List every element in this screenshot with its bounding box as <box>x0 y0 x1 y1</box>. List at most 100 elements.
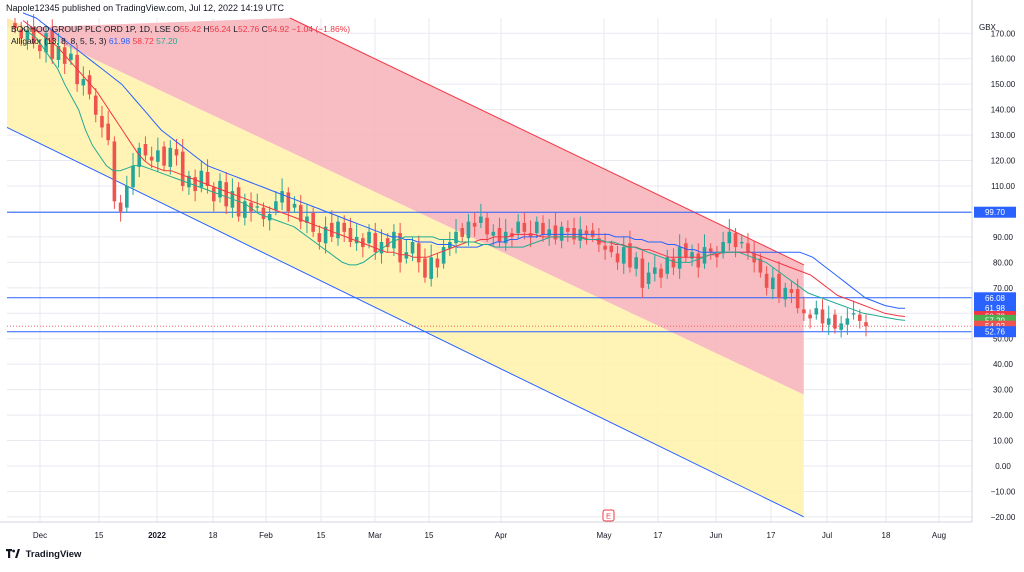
candle-body <box>653 267 657 274</box>
candle-body <box>69 53 73 60</box>
ohlc-h-label: H <box>203 24 210 34</box>
candle-body <box>25 30 30 40</box>
price-label-box <box>974 314 1016 326</box>
brand-text: TradingView <box>25 549 82 560</box>
price-label-box <box>974 302 1016 314</box>
candle-body <box>454 231 458 244</box>
candle-body <box>708 248 713 253</box>
candle-body <box>379 242 384 254</box>
candle-body <box>839 323 843 330</box>
candle-body <box>292 203 297 208</box>
candle-body <box>721 242 725 254</box>
candle-body <box>317 233 322 242</box>
alligator-lips-line <box>22 27 906 321</box>
candle-body <box>19 29 24 39</box>
jaw-value: 61.98 <box>108 36 131 46</box>
candle-body <box>255 206 260 208</box>
candle-body <box>820 309 825 324</box>
y-tick-label: 80.00 <box>993 258 1014 267</box>
x-tick-label: Jul <box>822 531 832 540</box>
symbol-name: BOOHOO GROUP PLC ORD 1P, 1D, LSE <box>11 24 171 34</box>
teeth-value: 58.72 <box>132 36 154 46</box>
tradingview-footer: TradingView <box>6 548 81 560</box>
candle-body <box>777 273 781 298</box>
candle-body <box>56 46 61 60</box>
candle-body <box>615 253 620 263</box>
ohlc-low: 52.76 <box>238 24 260 34</box>
candle-body <box>528 233 533 237</box>
candle-body <box>205 172 210 186</box>
candle-body <box>249 202 253 212</box>
x-tick-label: 15 <box>425 531 434 540</box>
candle-body <box>398 233 402 263</box>
y-tick-label: 30.00 <box>993 386 1014 395</box>
price-label-box <box>974 326 1016 338</box>
candle-body <box>802 309 806 314</box>
candle-body <box>541 222 545 235</box>
candle-body <box>503 231 508 244</box>
candle-body <box>771 277 775 290</box>
candle-body <box>671 258 676 268</box>
candle-body <box>336 221 340 239</box>
indicator-name: Alligator (13, 8, 8, 5, 5, 3) <box>11 36 107 46</box>
candle-body <box>684 243 688 258</box>
candle-body <box>298 205 303 222</box>
candle-body <box>833 314 837 329</box>
candle-body <box>646 272 651 284</box>
candle-body <box>435 258 440 268</box>
candle-body <box>789 289 794 293</box>
price-label-text: 99.70 <box>985 208 1006 217</box>
candle-body <box>354 236 359 244</box>
symbol-legend: BOOHOO GROUP PLC ORD 1P, 1D, LSE O55.42 … <box>11 24 350 34</box>
candle-body <box>472 222 477 227</box>
candle-body <box>727 231 732 244</box>
y-tick-label: −20.00 <box>991 513 1016 522</box>
x-tick-label: Mar <box>368 531 382 540</box>
candle-body <box>758 258 763 273</box>
candle-body <box>125 186 129 208</box>
candle-body <box>112 141 117 202</box>
candle-body <box>547 229 552 236</box>
candle-body <box>224 182 228 207</box>
currency-label: GBX <box>979 23 997 32</box>
candle-body <box>628 243 632 268</box>
y-tick-label: −10.00 <box>991 487 1016 496</box>
candle-body <box>603 245 607 250</box>
candle-body <box>199 170 204 188</box>
candle-body <box>392 231 396 249</box>
ohlc-high: 56.24 <box>209 24 231 34</box>
candle-body <box>448 242 452 249</box>
candle-body <box>584 230 589 235</box>
y-tick-label: 50.00 <box>993 335 1014 344</box>
alligator-legend[interactable]: Alligator (13, 8, 8, 5, 5, 3) 61.98 58.7… <box>11 36 177 46</box>
y-tick-label: 170.00 <box>991 29 1016 38</box>
y-tick-label: 140.00 <box>991 106 1016 115</box>
candle-body <box>329 222 334 237</box>
candle-body <box>118 202 123 212</box>
candle-body <box>106 123 110 141</box>
candle-body <box>373 233 378 253</box>
lips-value: 57.20 <box>156 36 178 46</box>
x-tick-label: 15 <box>95 531 104 540</box>
candle-body <box>50 29 55 59</box>
candle-body <box>621 247 626 264</box>
candle-body <box>845 318 850 325</box>
candle-body <box>174 149 179 156</box>
channel-upper-line <box>289 17 805 266</box>
candle-body <box>808 314 812 319</box>
x-tick-label: 17 <box>767 531 776 540</box>
channel-lower-line <box>6 127 805 518</box>
candle-body <box>429 257 433 279</box>
ohlc-close: 54.92 <box>267 24 290 34</box>
x-tick-label: Dec <box>33 531 47 540</box>
y-tick-label: 40.00 <box>993 360 1014 369</box>
candle-body <box>739 242 744 244</box>
y-tick-label: 110.00 <box>991 182 1015 191</box>
y-tick-label: 150.00 <box>991 80 1016 89</box>
ohlc-l-label: L <box>233 24 239 34</box>
candle-body <box>410 242 415 254</box>
candle-body <box>479 216 483 223</box>
candle-body <box>466 221 471 239</box>
